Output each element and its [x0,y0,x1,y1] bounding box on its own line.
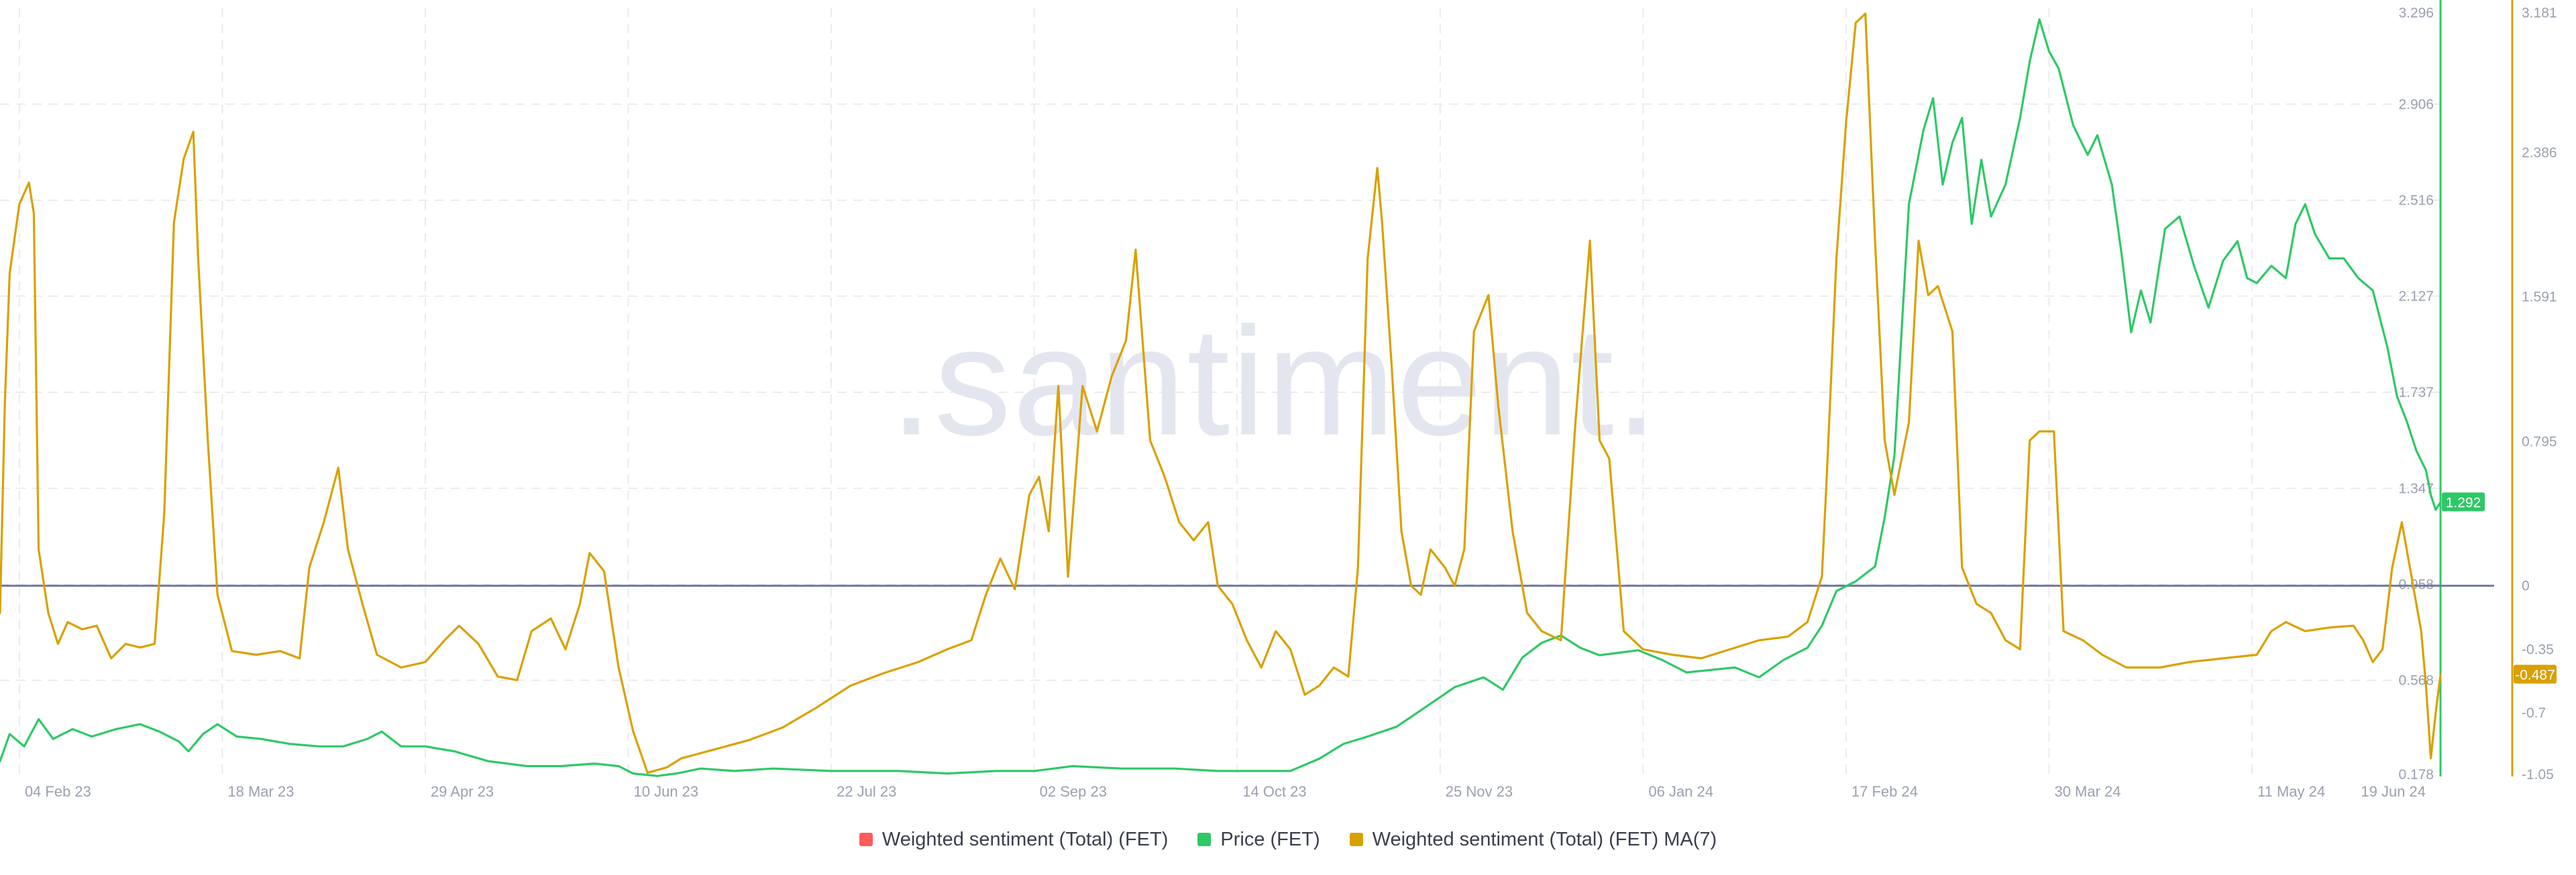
watermark: .santiment. [890,295,1660,467]
x-tick-label: 02 Sep 23 [1040,783,1107,800]
legend-item-1[interactable]: Price (FET) [1197,829,1320,851]
x-tick-label: 25 Nov 23 [1446,783,1513,800]
y-right-tick-label: 0 [2522,579,2530,594]
y-axis-right: 3.181 2.386 1.591 0.795 0 -0.35 -0.7 -1.05 [2522,5,2557,782]
y-right-tick-label: -0.7 [2522,705,2546,721]
legend-label: Weighted sentiment (Total) (FET) [881,828,1169,850]
series-layer [0,12,2442,777]
legend-label: Weighted sentiment (Total) (FET) MA(7) [1372,828,1717,850]
current-value-badges: 1.292 -0.487 [2442,492,2557,684]
legend-swatch [1349,833,1363,846]
y-left-tick-label: 0.958 [2398,577,2434,592]
series-line-1 [0,18,2442,777]
x-tick-label: 22 Jul 23 [837,783,896,800]
y-left-tick-label: 0.568 [2398,673,2434,689]
x-axis: 04 Feb 23 18 Mar 23 29 Apr 23 10 Jun 23 22 J… [25,783,2426,800]
x-tick-label: 30 Mar 24 [2054,783,2121,800]
x-tick-label: 10 Jun 23 [634,783,699,800]
grid-layer [0,8,2440,776]
y-left-tick-label: 1.737 [2398,385,2434,400]
legend-item-0[interactable]: Weighted sentiment (Total) (FET) [859,828,1169,851]
y-axis-left: 3.296 2.906 2.516 2.127 1.737 1.347 0.958 0.568… [2398,5,2434,782]
x-tick-label: 29 Apr 23 [431,783,494,800]
price-current-badge-bg [2442,492,2485,512]
y-right-tick-label: 3.181 [2522,5,2557,21]
y-left-tick-label: 2.906 [2398,97,2434,112]
legend-item-2[interactable]: Weighted sentiment (Total) (FET) MA(7) [1349,828,1717,851]
legend-label: Price (FET) [1220,828,1320,850]
x-tick-label: 14 Oct 23 [1242,783,1306,800]
x-tick-label: 04 Feb 23 [25,783,91,800]
y-left-tick-label: 0.178 [2398,767,2434,782]
series-line-2 [0,12,2442,774]
x-tick-label: 17 Feb 24 [1851,783,1918,800]
sentiment-current-badge-bg [2514,664,2557,684]
sentiment-current-badge-label: -0.487 [2515,668,2555,683]
x-tick-label: 06 Jan 24 [1648,783,1713,800]
x-tick-label: 19 Jun 24 [2361,783,2426,800]
y-left-tick-label: 3.296 [2398,5,2434,21]
y-left-tick-label: 1.347 [2398,481,2434,496]
y-left-tick-label: 2.127 [2398,289,2434,304]
y-right-tick-label: 0.795 [2522,434,2557,449]
y-right-tick-label: -1.05 [2522,767,2554,782]
y-left-tick-label: 2.516 [2398,193,2434,209]
price-current-badge-label: 1.292 [2446,495,2481,511]
legend-swatch [1197,833,1212,846]
y-right-tick-label: -0.35 [2522,642,2554,657]
legend: Weighted sentiment (Total) (FET) Price (F… [0,823,2576,856]
legend-swatch [859,833,873,846]
y-right-tick-label: 2.386 [2522,145,2557,160]
x-tick-label: 11 May 24 [2257,783,2325,800]
x-tick-label: 18 Mar 23 [227,783,294,800]
y-right-tick-label: 1.591 [2522,290,2557,305]
